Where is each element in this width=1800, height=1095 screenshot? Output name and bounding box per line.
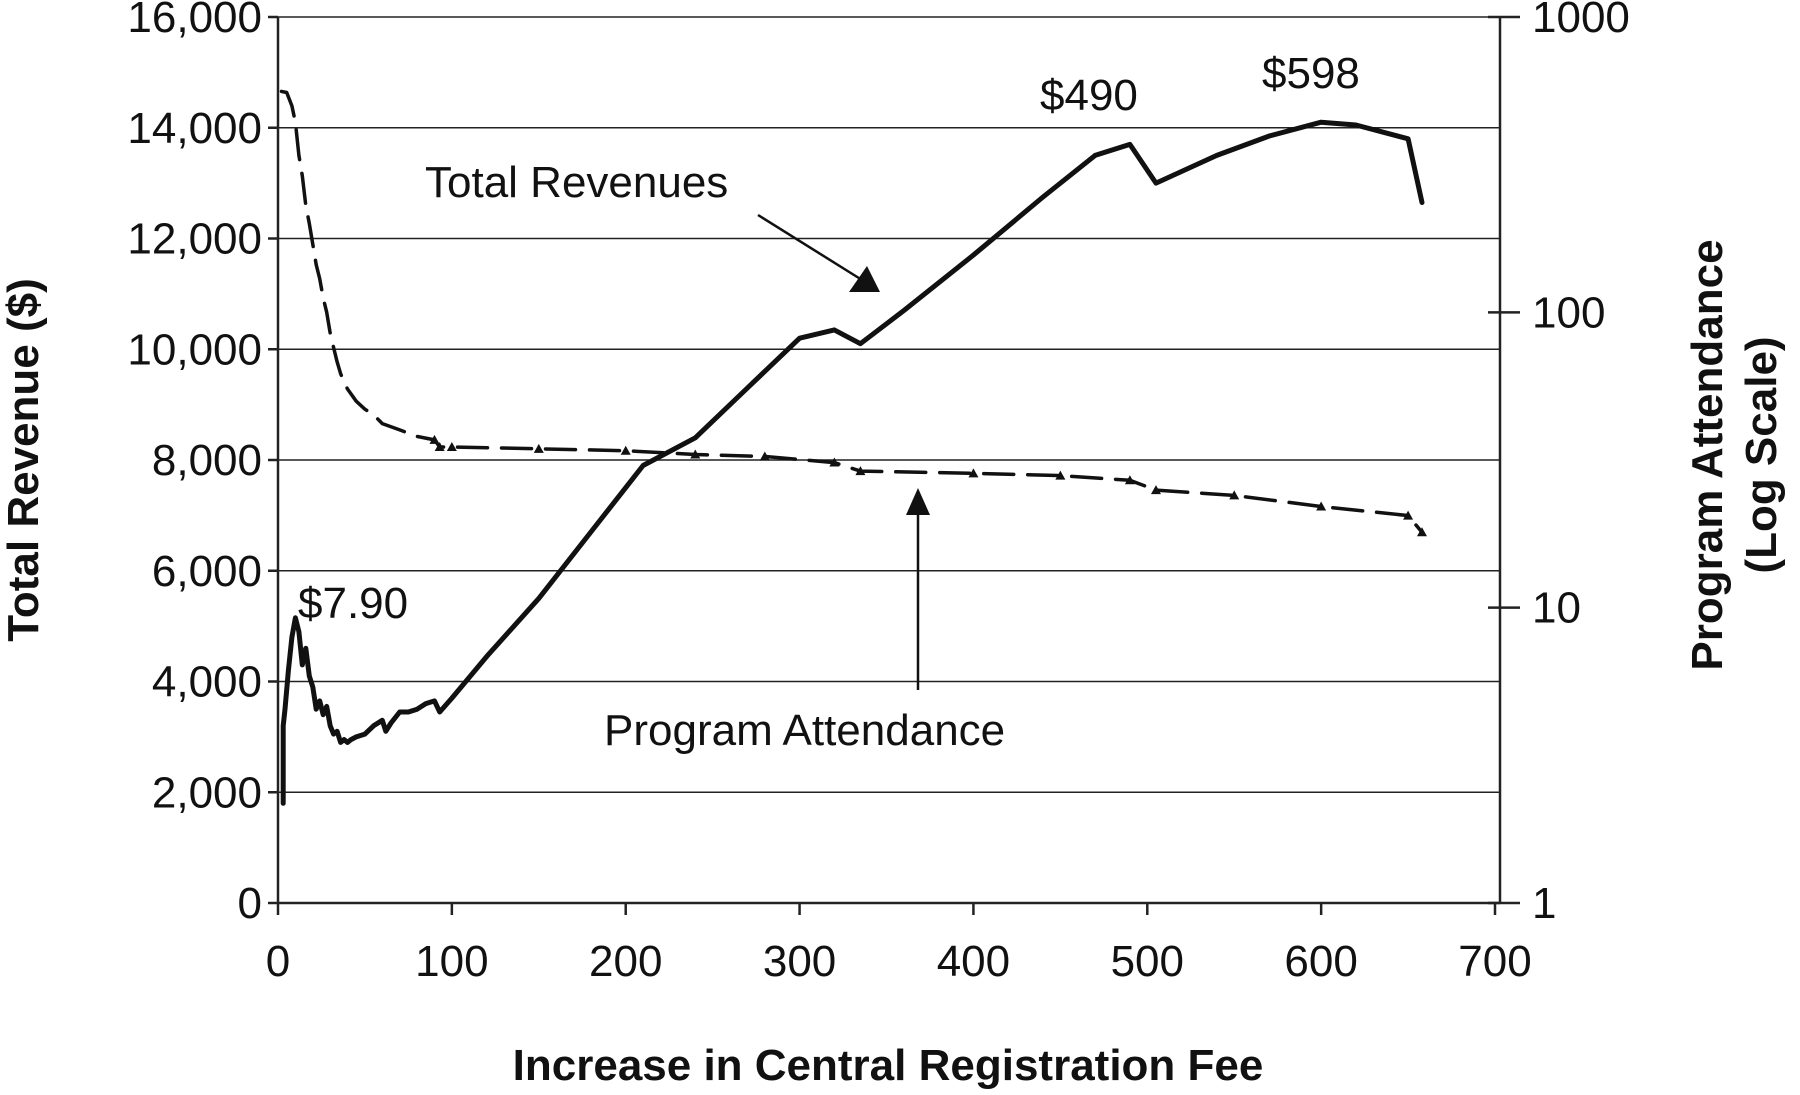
attendance-point: [620, 445, 631, 455]
right-y-ticks: 1 10 100 1000: [1488, 0, 1630, 928]
attendance-point: [1316, 501, 1327, 511]
right-y-axis-title-line1: Program Attendance: [1683, 239, 1732, 670]
attendance-point: [968, 468, 979, 478]
attendance-point: [429, 434, 440, 444]
gridlines: [278, 16, 1500, 794]
x-ticks: 0 100 200 300 400 500 600 700: [266, 903, 1532, 986]
program-attendance-arrowhead: [906, 488, 930, 515]
left-y-ticks: 0 2,000 4,000 6,000 8,000 10,000 12,000 14,000 1…: [127, 0, 278, 928]
label-program-attendance: Program Attendance: [604, 706, 1005, 755]
y2-tick-label: 1: [1532, 879, 1556, 928]
total-revenues-arrowhead: [849, 266, 880, 292]
x-tick-label: 700: [1458, 937, 1531, 986]
x-tick-label: 100: [415, 937, 488, 986]
attendance-point: [1150, 485, 1161, 495]
x-tick-label: 500: [1111, 937, 1184, 986]
y-tick-label: 8,000: [152, 436, 262, 485]
y2-tick-label: 1000: [1532, 0, 1630, 42]
y-tick-label: 10,000: [127, 325, 262, 374]
x-tick-label: 300: [763, 937, 836, 986]
program-attendance-arrow: [906, 488, 930, 690]
right-y-axis-title-line2: (Log Scale): [1737, 336, 1786, 573]
y-tick-label: 6,000: [152, 547, 262, 596]
attendance-point: [533, 443, 544, 453]
y-tick-label: 12,000: [127, 215, 262, 264]
attendance-point: [434, 441, 445, 451]
annotation-peak-490: $490: [1040, 71, 1138, 120]
label-total-revenues: Total Revenues: [425, 158, 728, 207]
x-axis-title: Increase in Central Registration Fee: [513, 1041, 1264, 1090]
x-tick-label: 400: [937, 937, 1010, 986]
attendance-point: [1416, 527, 1427, 537]
program-attendance-line: [279, 89, 1424, 535]
attendance-point: [446, 441, 457, 451]
attendance-point: [690, 449, 701, 459]
attendance-point: [1124, 475, 1135, 485]
attendance-point: [829, 457, 840, 467]
total-revenues-arrow: [757, 213, 880, 292]
y2-tick-label: 10: [1532, 584, 1581, 633]
x-tick-label: 600: [1284, 937, 1357, 986]
attendance-point: [759, 451, 770, 461]
annotation-peak-low: $7.90: [298, 579, 408, 628]
total-revenues-line: [280, 119, 1425, 806]
y2-tick-label: 100: [1532, 288, 1605, 337]
y-tick-label: 2,000: [152, 768, 262, 817]
x-tick-label: 200: [589, 937, 662, 986]
x-tick-label: 0: [266, 937, 290, 986]
y-tick-label: 16,000: [127, 0, 262, 42]
y-tick-label: 0: [238, 879, 262, 928]
attendance-point: [1229, 490, 1240, 500]
series-lines: [279, 89, 1427, 806]
left-y-axis-title: Total Revenue ($): [0, 278, 48, 641]
attendance-point: [1055, 470, 1066, 480]
y-tick-label: 4,000: [152, 658, 262, 707]
annotation-peak-598: $598: [1262, 49, 1360, 98]
attendance-point: [855, 466, 866, 476]
y-tick-label: 14,000: [127, 104, 262, 153]
attendance-point: [1403, 510, 1414, 520]
